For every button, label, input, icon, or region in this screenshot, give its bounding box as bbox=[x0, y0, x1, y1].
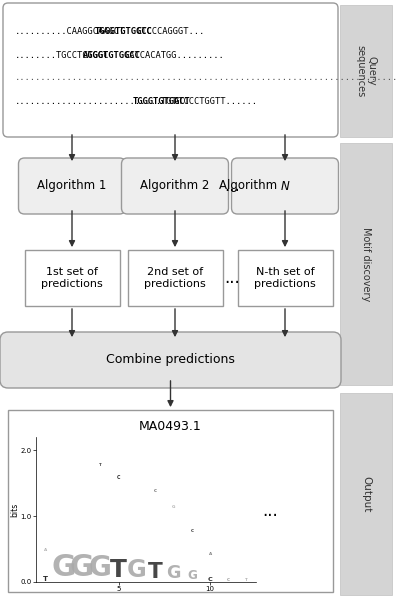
Text: ..........CAAGGCAAGCT: ..........CAAGGCAAGCT bbox=[15, 28, 125, 37]
Text: T: T bbox=[99, 463, 101, 467]
Text: Output: Output bbox=[361, 476, 371, 512]
Text: ...: ... bbox=[224, 177, 240, 195]
Text: G: G bbox=[166, 564, 181, 582]
Text: G: G bbox=[51, 553, 76, 582]
Text: G: G bbox=[172, 505, 175, 509]
Text: T: T bbox=[110, 558, 127, 582]
Text: C: C bbox=[154, 489, 157, 493]
FancyBboxPatch shape bbox=[25, 250, 120, 306]
FancyBboxPatch shape bbox=[340, 5, 392, 137]
FancyBboxPatch shape bbox=[128, 250, 223, 306]
Text: T: T bbox=[246, 578, 248, 582]
FancyBboxPatch shape bbox=[3, 3, 338, 137]
Text: CTCCCAGGGT...: CTCCCAGGGT... bbox=[136, 28, 204, 37]
FancyBboxPatch shape bbox=[122, 158, 228, 214]
Text: Algorithm: Algorithm bbox=[219, 179, 281, 193]
Text: N-th set of
predictions: N-th set of predictions bbox=[254, 267, 316, 289]
Text: Query
sequences: Query sequences bbox=[355, 45, 377, 97]
Text: TGGGTGTGGCC: TGGGTGTGGCC bbox=[94, 28, 152, 37]
Text: G: G bbox=[127, 558, 147, 582]
Text: C: C bbox=[117, 475, 120, 480]
Text: ........TGCCTCTGGC: ........TGCCTCTGGC bbox=[15, 50, 110, 59]
FancyBboxPatch shape bbox=[8, 410, 333, 592]
Text: MA0493.1: MA0493.1 bbox=[139, 419, 202, 433]
FancyBboxPatch shape bbox=[0, 332, 341, 388]
Text: CATCACATGG.........: CATCACATGG......... bbox=[125, 50, 225, 59]
Text: Algorithm 2: Algorithm 2 bbox=[140, 179, 210, 193]
Y-axis label: bits: bits bbox=[10, 502, 19, 517]
FancyBboxPatch shape bbox=[340, 393, 392, 595]
Text: TGGGTGTGGCT: TGGGTGTGGCT bbox=[132, 97, 190, 107]
Text: C: C bbox=[208, 577, 213, 582]
Text: G: G bbox=[89, 554, 112, 582]
Text: A: A bbox=[44, 548, 47, 553]
Text: T: T bbox=[43, 576, 48, 582]
Text: AGGGTGTGGCC: AGGGTGTGGCC bbox=[83, 50, 141, 59]
Text: ATCCCTGGTT......: ATCCCTGGTT...... bbox=[174, 97, 258, 107]
Text: ............................TGT: ............................TGT bbox=[15, 97, 178, 107]
Text: A: A bbox=[209, 551, 212, 556]
Text: Combine predictions: Combine predictions bbox=[106, 353, 235, 367]
FancyBboxPatch shape bbox=[340, 143, 392, 385]
Text: N: N bbox=[281, 179, 290, 193]
Text: 2nd set of
predictions: 2nd set of predictions bbox=[144, 267, 206, 289]
Text: Algorithm 1: Algorithm 1 bbox=[37, 179, 107, 193]
Text: C: C bbox=[227, 578, 230, 582]
FancyBboxPatch shape bbox=[238, 250, 333, 306]
Text: ...: ... bbox=[262, 502, 278, 520]
Text: ................................................................................: ........................................… bbox=[15, 73, 396, 82]
FancyBboxPatch shape bbox=[19, 158, 126, 214]
Text: Motif discovery: Motif discovery bbox=[361, 227, 371, 301]
Text: G: G bbox=[70, 553, 94, 582]
FancyBboxPatch shape bbox=[232, 158, 339, 214]
Text: ...: ... bbox=[224, 269, 240, 287]
Text: G: G bbox=[187, 569, 197, 582]
Text: C: C bbox=[190, 529, 193, 533]
Text: 1st set of
predictions: 1st set of predictions bbox=[41, 267, 103, 289]
Text: T: T bbox=[148, 562, 162, 582]
